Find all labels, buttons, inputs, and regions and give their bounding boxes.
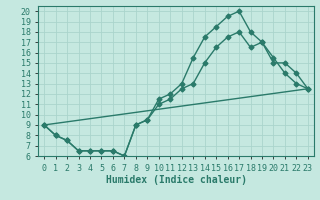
X-axis label: Humidex (Indice chaleur): Humidex (Indice chaleur): [106, 175, 246, 185]
